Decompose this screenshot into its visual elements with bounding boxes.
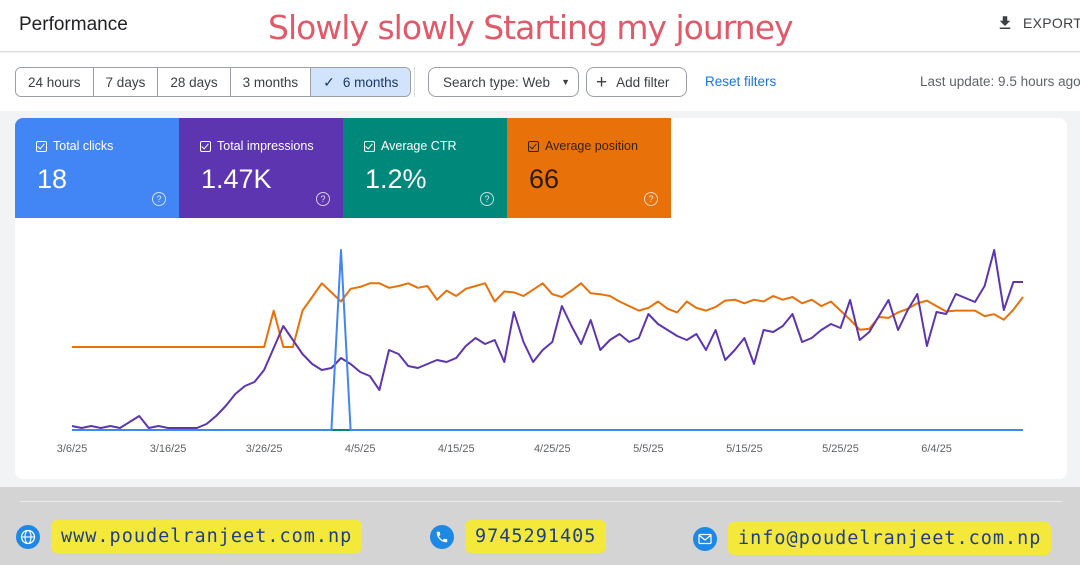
series-line-average-position (72, 282, 1024, 348)
checkbox-icon (200, 140, 211, 152)
metric-label: Average position (545, 139, 638, 153)
range-6-months[interactable]: ✓ 6 months (311, 68, 411, 96)
x-tick-label: 4/25/25 (534, 443, 571, 455)
page-title: Performance (19, 14, 128, 35)
header-bar: Performance Slowly slowly Starting my jo… (0, 0, 1080, 52)
x-tick-label: 4/5/25 (345, 443, 376, 455)
search-type-label: Search type: Web (443, 74, 551, 90)
metric-label: Average CTR (381, 139, 457, 153)
x-tick-label: 3/6/25 (57, 443, 88, 455)
x-tick-label: 6/4/25 (921, 443, 952, 455)
x-tick-label: 4/15/25 (438, 443, 475, 455)
help-icon[interactable]: ? (316, 192, 330, 206)
performance-line-chart: 3/6/25 3/16/25 3/26/25 4/5/25 4/15/25 4/25/25… (57, 249, 1024, 455)
metric-average-position[interactable]: Average position 66 ? (507, 118, 671, 218)
plus-icon: + (596, 71, 608, 93)
metric-total-impressions[interactable]: Total impressions 1.47K ? (179, 118, 343, 218)
help-icon[interactable]: ? (644, 192, 658, 206)
range-28-days[interactable]: 28 days (158, 68, 231, 96)
divider (20, 501, 1062, 502)
range-7-days[interactable]: 7 days (93, 68, 159, 96)
search-type-dropdown[interactable]: Search type: Web ▼ (428, 67, 579, 97)
range-label: 24 hours (28, 74, 81, 90)
contact-footer: www.poudelranjeet.com.np 9745291405 info… (0, 487, 1080, 565)
export-label: EXPORT (1023, 15, 1080, 31)
caret-down-icon: ▼ (561, 77, 570, 87)
overlay-caption: Slowly slowly Starting my journey (268, 8, 794, 47)
help-icon[interactable]: ? (152, 192, 166, 206)
divider (414, 67, 415, 97)
download-icon (999, 16, 1011, 29)
website-link[interactable]: www.poudelranjeet.com.np (51, 520, 363, 553)
filter-bar: 24 hours 7 days 28 days 3 months ✓ 6 mont… (0, 53, 1080, 111)
x-tick-label: 3/16/25 (150, 443, 187, 455)
x-tick-label: 5/5/25 (633, 443, 664, 455)
last-update-text: Last update: 9.5 hours ago (920, 74, 1080, 89)
phone-number[interactable]: 9745291405 (465, 520, 607, 553)
range-3-months[interactable]: 3 months (230, 68, 312, 96)
checkbox-icon (528, 140, 539, 152)
phone-contact: 9745291405 (430, 520, 607, 553)
x-tick-label: 5/25/25 (822, 443, 859, 455)
metric-value: 66 (529, 164, 560, 194)
range-label: 7 days (105, 74, 146, 90)
checkbox-icon (36, 140, 47, 152)
metric-value: 18 (37, 164, 68, 194)
mail-icon (693, 526, 717, 551)
reset-filters-link[interactable]: Reset filters (705, 74, 777, 89)
range-label: 3 months (242, 74, 299, 90)
metric-value: 1.2% (365, 164, 427, 194)
help-icon[interactable]: ? (480, 192, 494, 206)
metric-value: 1.47K (201, 164, 272, 194)
x-tick-label: 3/26/25 (246, 443, 283, 455)
export-button[interactable]: EXPORT (996, 14, 1080, 32)
metric-total-clicks[interactable]: Total clicks 18 ? (15, 118, 179, 218)
range-label: 28 days (170, 74, 218, 90)
email-contact: info@poudelranjeet.com.np (693, 522, 1052, 555)
series-line-total-clicks (72, 249, 1023, 431)
metric-average-ctr[interactable]: Average CTR 1.2% ? (343, 118, 507, 218)
add-filter-label: Add filter (616, 74, 670, 90)
x-tick-label: 5/15/25 (726, 443, 763, 455)
metric-label: Total clicks (53, 139, 114, 153)
series-line-total-impressions (71, 249, 1023, 429)
date-range-selector: 24 hours 7 days 28 days 3 months ✓ 6 mont… (15, 67, 412, 97)
checkbox-icon (364, 140, 375, 152)
range-24-hours[interactable]: 24 hours (16, 68, 94, 96)
metric-label: Total impressions (217, 139, 314, 153)
phone-icon (430, 524, 454, 549)
check-icon: ✓ (323, 73, 335, 90)
performance-card: Total clicks 18 ? Total impressions 1.47… (15, 118, 1067, 479)
add-filter-button[interactable]: + Add filter (586, 67, 687, 97)
globe-icon (16, 524, 40, 549)
range-label: 6 months (342, 74, 399, 90)
website-contact: www.poudelranjeet.com.np (16, 520, 363, 553)
email-link[interactable]: info@poudelranjeet.com.np (728, 522, 1052, 555)
